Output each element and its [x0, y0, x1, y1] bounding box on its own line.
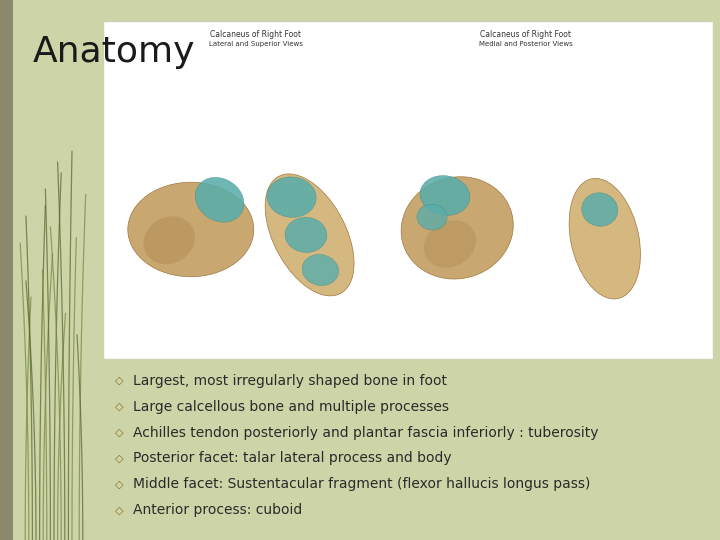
Ellipse shape — [195, 178, 244, 222]
Ellipse shape — [424, 220, 476, 268]
Ellipse shape — [569, 178, 641, 299]
Ellipse shape — [420, 176, 470, 215]
Ellipse shape — [302, 254, 338, 286]
Text: ◇: ◇ — [114, 402, 123, 411]
Text: Middle facet: Sustentacular fragment (flexor hallucis longus pass): Middle facet: Sustentacular fragment (fl… — [133, 477, 590, 491]
Text: Anterior process: cuboid: Anterior process: cuboid — [133, 503, 302, 517]
Text: Calcaneus of Right Foot: Calcaneus of Right Foot — [210, 30, 301, 39]
Text: Largest, most irregularly shaped bone in foot: Largest, most irregularly shaped bone in… — [133, 374, 447, 388]
Ellipse shape — [417, 204, 447, 230]
Text: ◇: ◇ — [114, 480, 123, 489]
Text: ◇: ◇ — [114, 376, 123, 386]
Text: ◇: ◇ — [114, 454, 123, 463]
Text: Posterior facet: talar lateral process and body: Posterior facet: talar lateral process a… — [133, 451, 452, 465]
Text: Large calcellous bone and multiple processes: Large calcellous bone and multiple proce… — [133, 400, 449, 414]
Text: ◇: ◇ — [114, 505, 123, 515]
Ellipse shape — [285, 218, 327, 252]
FancyBboxPatch shape — [104, 22, 713, 359]
Ellipse shape — [143, 217, 195, 264]
Ellipse shape — [128, 183, 254, 276]
FancyBboxPatch shape — [0, 0, 13, 540]
Text: Lateral and Superior Views: Lateral and Superior Views — [209, 40, 302, 46]
Text: ◇: ◇ — [114, 428, 123, 437]
Ellipse shape — [582, 193, 618, 226]
Ellipse shape — [265, 174, 354, 296]
Text: Calcaneus of Right Foot: Calcaneus of Right Foot — [480, 30, 571, 39]
Ellipse shape — [267, 177, 316, 217]
Text: Medial and Posterior Views: Medial and Posterior Views — [479, 40, 572, 46]
Ellipse shape — [401, 177, 513, 279]
Text: Achilles tendon posteriorly and plantar fascia inferiorly : tuberosity: Achilles tendon posteriorly and plantar … — [133, 426, 599, 440]
Text: Anatomy: Anatomy — [32, 35, 195, 69]
